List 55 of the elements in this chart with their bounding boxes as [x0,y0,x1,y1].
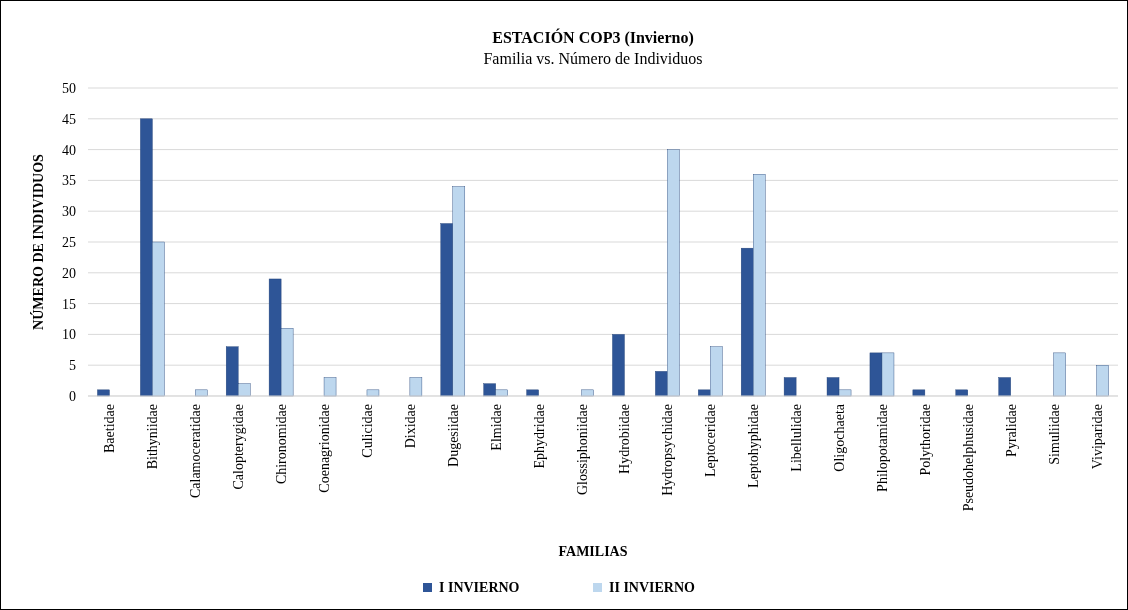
chart-subtitle: Familia vs. Número de Individuos [483,50,703,67]
y-tick-label: 20 [62,265,76,281]
y-axis-title: NÚMERO DE INDIVIDUOS [30,153,46,330]
bar [323,377,337,397]
bar [955,389,968,397]
x-tick-label: Coenagrionidae [317,404,333,493]
x-tick-label: Pseudohelphusidae [960,404,976,512]
x-tick-label: Viviparidae [1089,404,1105,470]
y-tick-label: 50 [62,81,76,96]
y-tick-label: 30 [62,204,76,220]
bar [581,389,594,397]
x-tick-label: Leptoceridae [703,404,719,478]
x-tick-label: Dixidae [402,404,418,449]
x-tick-label: Calamoceratidae [188,404,204,499]
x-tick-label: Glossiphoniidae [574,404,590,495]
y-tick-label: 40 [62,142,76,158]
y-tick-label: 15 [62,296,76,312]
legend-label: II INVIERNO [609,580,696,595]
x-tick-label: Simuliidae [1046,404,1062,465]
chart-title: ESTACIÓN COP3 (Invierno) [492,28,694,47]
x-tick-label: Libellulidae [789,404,805,472]
y-tick-label: 10 [62,327,76,343]
x-tick-label: Calopterygidae [231,404,247,490]
x-tick-label: Oligochaeta [832,403,848,472]
x-tick-label: Bithyniidae [145,404,161,470]
bar [526,389,539,397]
bar [195,389,208,397]
y-tick-label: 45 [62,111,76,127]
bar [783,377,797,397]
y-tick-label: 25 [62,235,76,250]
x-tick-label: Pyralidae [1003,404,1019,457]
x-tick-label: Baetidae [102,404,118,453]
bar [1053,352,1066,397]
x-axis-title: FAMILIAS [558,544,628,559]
bar [409,377,423,397]
x-tick-label: Hydropsychidae [660,404,676,496]
y-tick-label: 5 [69,358,76,374]
x-tick-label: Culicidae [359,404,375,458]
x-tick-label: Chironomidae [274,404,290,485]
bar [97,389,110,397]
x-tick-label: Hydrobiidae [617,404,633,474]
x-tick-label: Philopotamidae [874,404,890,492]
x-tick-label: Elmidae [488,404,504,451]
bar [912,389,926,397]
legend-label: I INVIERNO [439,580,520,595]
bar [998,377,1011,397]
x-tick-label: Leptohyphidae [746,404,762,488]
x-tick-label: Dugesiidae [445,404,461,467]
y-tick-label: 35 [62,173,76,189]
bar [366,389,380,397]
bar [612,334,625,397]
x-tick-label: Polythoridae [917,404,933,476]
bar [1096,365,1109,397]
x-tick-label: Ephydridae [531,404,547,469]
y-tick-label: 0 [69,389,76,404]
